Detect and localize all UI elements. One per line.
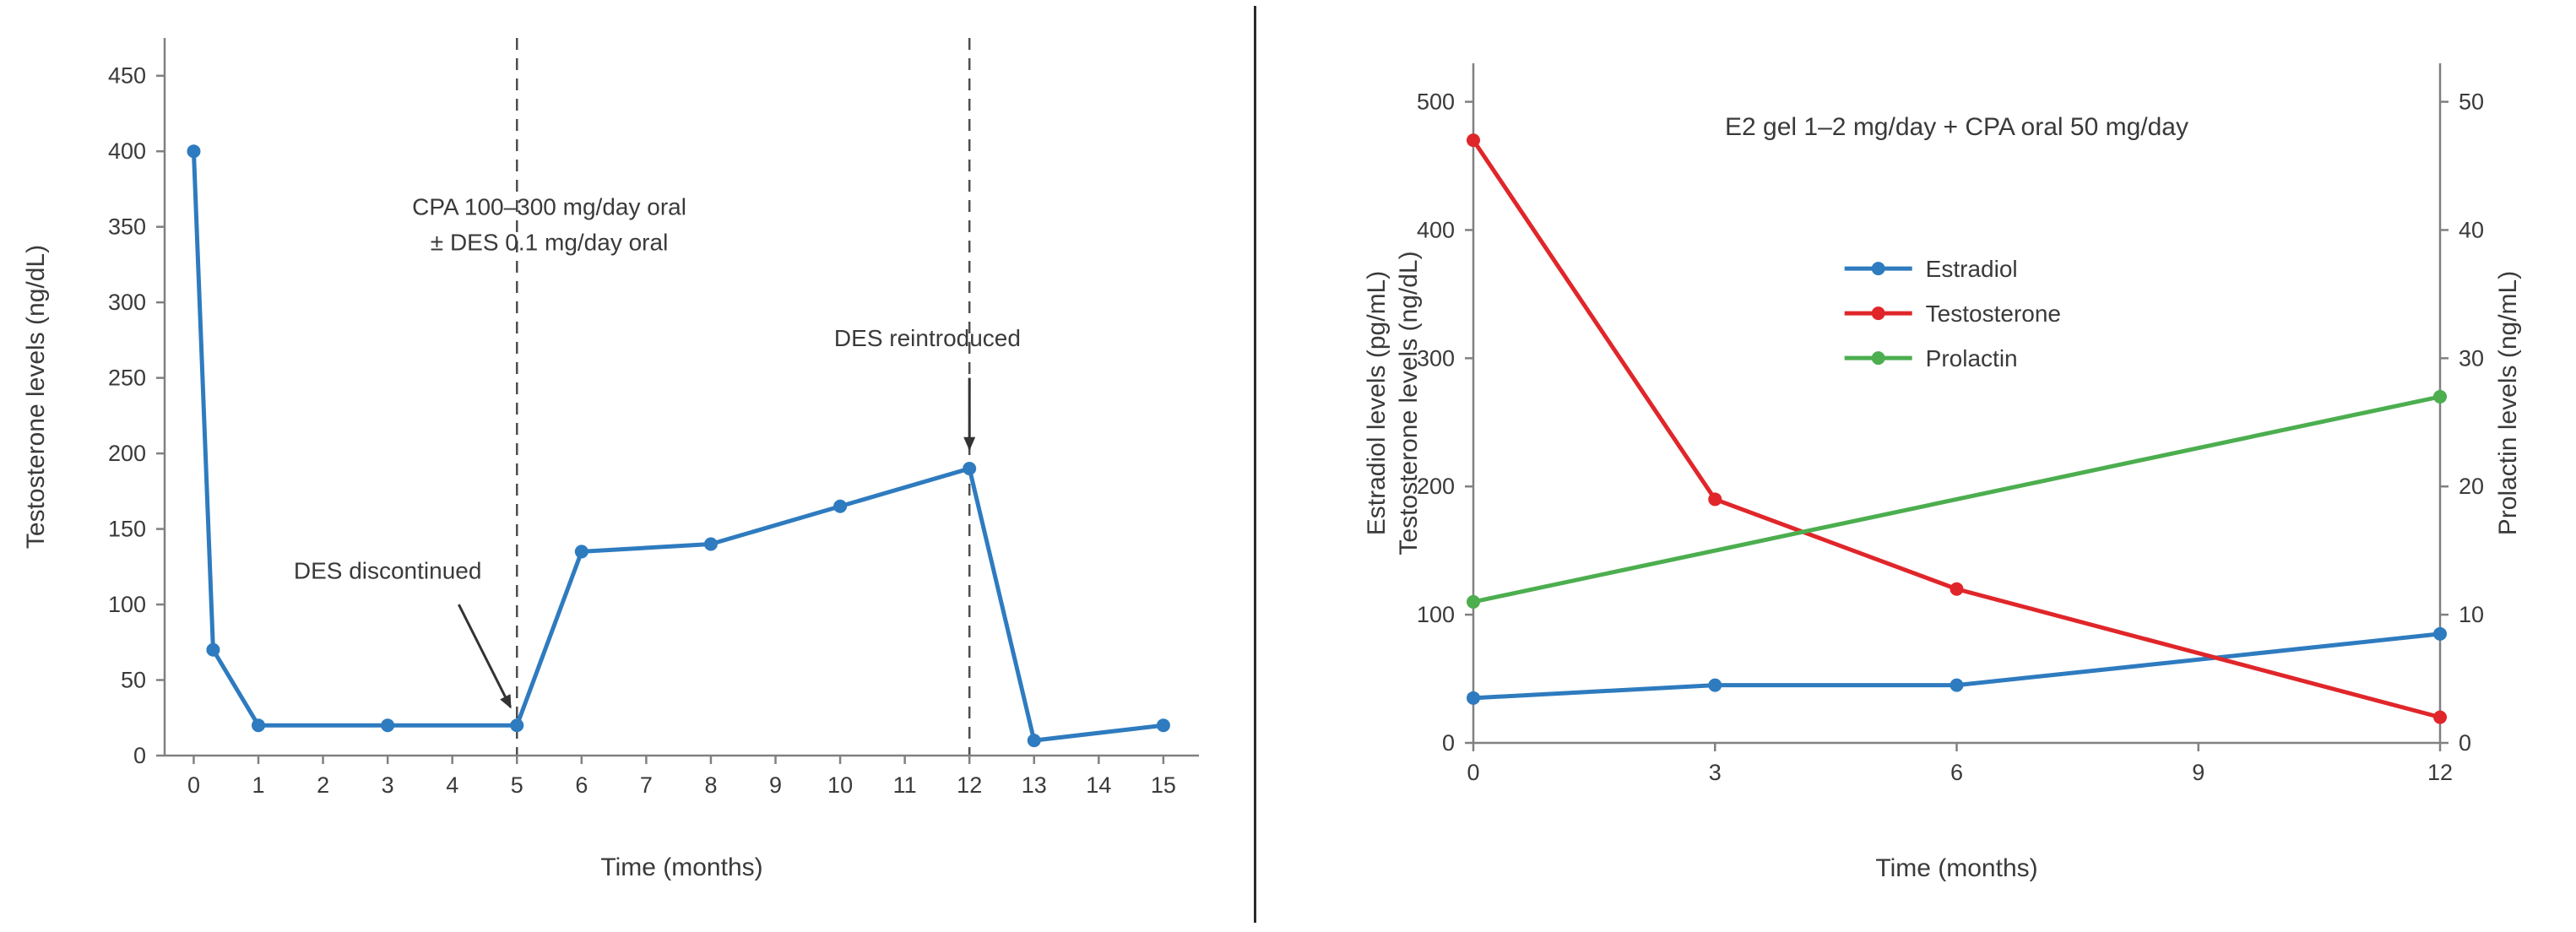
- secondary-y-axis-label: Prolactin levels (ng/mL): [2494, 271, 2522, 535]
- x-tick-label: 9: [769, 772, 782, 798]
- y-tick-label: 50: [121, 668, 146, 693]
- y-tick-label: 0: [1442, 730, 1455, 756]
- testosterone-marker: [703, 537, 718, 551]
- y-tick-label: 150: [108, 517, 146, 542]
- estradiol-marker: [1467, 691, 1480, 705]
- testosterone-marker: [381, 718, 395, 733]
- x-tick-label: 0: [1467, 760, 1479, 785]
- x-axis-label: Time (months): [600, 853, 762, 881]
- legend-label: Prolactin: [1926, 345, 2018, 371]
- estradiol-line: [1471, 631, 2443, 701]
- x-tick-label: 0: [187, 772, 200, 798]
- testosterone-marker: [574, 545, 588, 559]
- secondary-y-tick-label: 30: [2459, 345, 2484, 371]
- x-tick-label: 5: [511, 772, 523, 798]
- y-tick-label: 100: [1417, 602, 1455, 627]
- legend-swatch-marker: [1871, 306, 1885, 321]
- testosterone-marker: [1027, 734, 1041, 748]
- annotation-arrow: [458, 604, 512, 709]
- legend-label: Estradiol: [1926, 256, 2018, 282]
- annotation-text: DES reintroduced: [834, 325, 1021, 351]
- left-chart-panel: 0 1 2 3 4 5 6 7 8 9 10 11 12 13 14 15 0 50 100 150 200 250 300…: [0, 0, 1254, 928]
- legend-swatch-marker: [1871, 262, 1885, 276]
- panel-divider: [1254, 6, 1256, 923]
- secondary-y-tick-label: 40: [2459, 217, 2484, 242]
- x-tick-label: 2: [317, 772, 329, 798]
- x-tick-label: 15: [1151, 772, 1176, 798]
- x-tick-label: 14: [1086, 772, 1111, 798]
- x-tick-label: 4: [446, 772, 458, 798]
- testosterone-marker: [833, 499, 848, 513]
- y-tick-label: 450: [108, 63, 146, 89]
- annotation-text: DES discontinued: [294, 558, 482, 584]
- prolactin-line: [1471, 394, 2443, 604]
- secondary-y-tick-label: 50: [2459, 89, 2484, 115]
- testosterone-marker: [510, 718, 524, 733]
- estradiol-marker: [2433, 626, 2447, 641]
- secondary-y-tick-label: 20: [2459, 474, 2484, 499]
- x-tick-label: 13: [1022, 772, 1047, 798]
- y-axis-label: Testosterone levels (ng/dL): [1395, 251, 1423, 555]
- prolactin-marker: [2433, 389, 2447, 404]
- x-tick-label: 7: [640, 772, 653, 798]
- y-tick-label: 250: [108, 366, 146, 391]
- testosterone-marker: [2433, 710, 2447, 724]
- testosterone-marker: [1708, 492, 1722, 507]
- x-tick-label: 10: [827, 772, 853, 798]
- testosterone-line: [191, 149, 1166, 743]
- y-tick-label: 0: [133, 743, 146, 768]
- x-tick-label: 6: [1950, 760, 1963, 785]
- testosterone-marker: [1467, 133, 1480, 148]
- y-axis-label: Testosterone levels (ng/dL): [22, 245, 50, 549]
- testosterone-marker: [187, 144, 201, 159]
- y-tick-label: 300: [1417, 345, 1455, 371]
- x-tick-label: 6: [575, 772, 588, 798]
- right-chart-panel: 0 3 6 9 12 0 100 200 300 400 500 0 10 20 30 40 50 Time (m…: [1256, 0, 2576, 928]
- x-tick-label: 9: [2192, 760, 2205, 785]
- x-tick-label: 3: [1709, 760, 1722, 785]
- y-tick-label: 200: [1417, 474, 1455, 499]
- y-tick-label: 100: [108, 592, 146, 617]
- x-tick-label: 12: [2427, 760, 2453, 785]
- secondary-y-tick-label: 10: [2459, 602, 2484, 627]
- testosterone-marker: [963, 462, 977, 475]
- prolactin-marker: [1467, 594, 1480, 609]
- x-tick-label: 1: [252, 772, 265, 798]
- testosterone-marker: [206, 642, 220, 657]
- legend-label: Testosterone: [1926, 301, 2061, 327]
- testosterone-marker: [1156, 718, 1170, 733]
- x-axis-label: Time (months): [1875, 854, 2037, 882]
- y-axis-label: Estradiol levels (pg/mL): [1363, 271, 1391, 535]
- x-tick-label: 3: [382, 772, 394, 798]
- annotation-text: CPA 100–300 mg/day oral ± DES 0.1 mg/day …: [412, 193, 686, 255]
- estradiol-marker: [1708, 678, 1722, 692]
- legend-swatch-marker: [1871, 351, 1885, 366]
- y-tick-label: 350: [108, 214, 146, 240]
- y-tick-label: 200: [108, 441, 146, 466]
- testosterone-time-chart: 0 1 2 3 4 5 6 7 8 9 10 11 12 13 14 15050100150200250300…: [22, 38, 1199, 881]
- y-tick-label: 500: [1417, 89, 1455, 115]
- testosterone-line: [1471, 138, 2443, 720]
- testosterone-marker: [252, 718, 266, 733]
- y-tick-label: 400: [1417, 217, 1455, 242]
- x-tick-label: 8: [704, 772, 717, 798]
- y-tick-label: 300: [108, 290, 146, 315]
- y-tick-label: 400: [108, 138, 146, 164]
- chart-title: E2 gel 1–2 mg/day + CPA oral 50 mg/day: [1725, 113, 2188, 141]
- x-tick-label: 11: [893, 772, 917, 798]
- testosterone-marker: [1950, 582, 1964, 596]
- estradiol-marker: [1950, 678, 1964, 692]
- x-tick-label: 12: [957, 772, 982, 798]
- secondary-y-tick-label: 0: [2459, 730, 2471, 756]
